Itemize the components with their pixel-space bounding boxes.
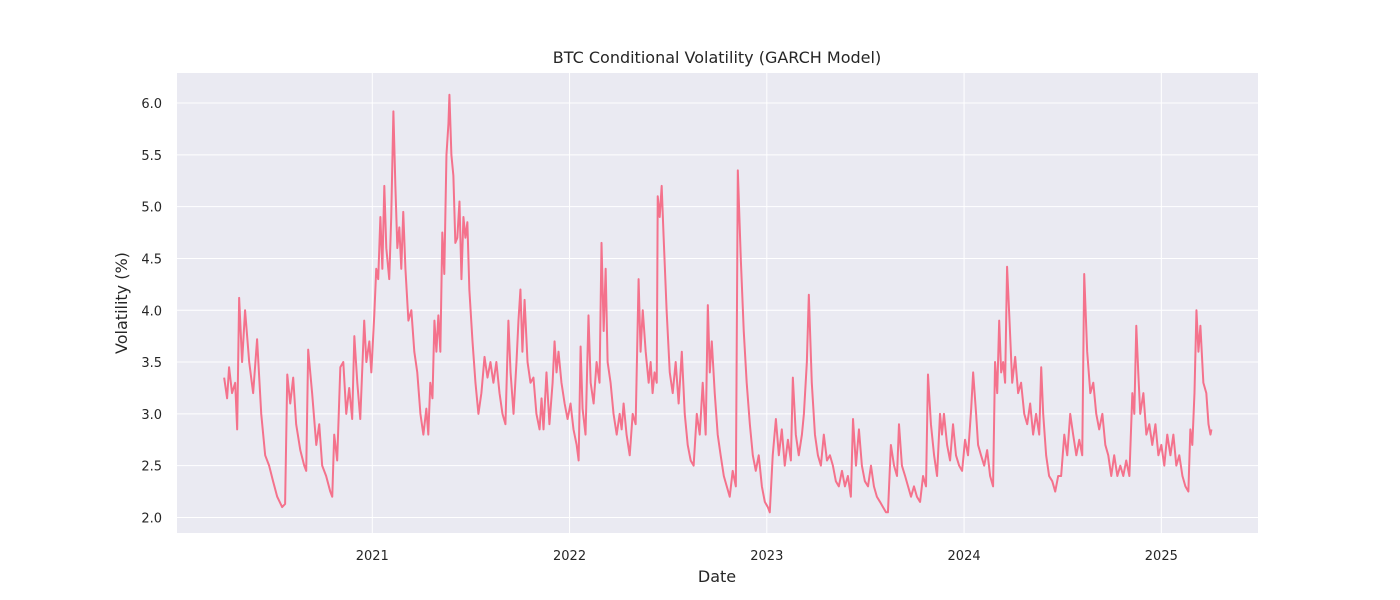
x-tick-label: 2024	[948, 549, 981, 564]
y-tick-label: 2.0	[141, 511, 162, 526]
x-tick-label: 2021	[356, 549, 389, 564]
x-tick-label: 2022	[553, 549, 586, 564]
y-tick-label: 5.5	[141, 149, 162, 164]
x-tick-label: 2025	[1145, 549, 1178, 564]
y-tick-label: 4.5	[141, 252, 162, 267]
y-tick-label: 3.5	[141, 356, 162, 371]
y-tick-label: 5.0	[141, 201, 162, 216]
chart-title: BTC Conditional Volatility (GARCH Model)	[553, 48, 881, 67]
y-tick-label: 6.0	[141, 97, 162, 112]
plot-area	[177, 73, 1258, 533]
y-tick-label: 2.5	[141, 460, 162, 475]
y-tick-label: 4.0	[141, 304, 162, 319]
x-axis-label: Date	[698, 567, 736, 586]
y-axis-label: Volatility (%)	[112, 252, 131, 354]
y-tick-label: 3.0	[141, 408, 162, 423]
x-tick-label: 2023	[750, 549, 783, 564]
volatility-line	[223, 93, 1213, 514]
